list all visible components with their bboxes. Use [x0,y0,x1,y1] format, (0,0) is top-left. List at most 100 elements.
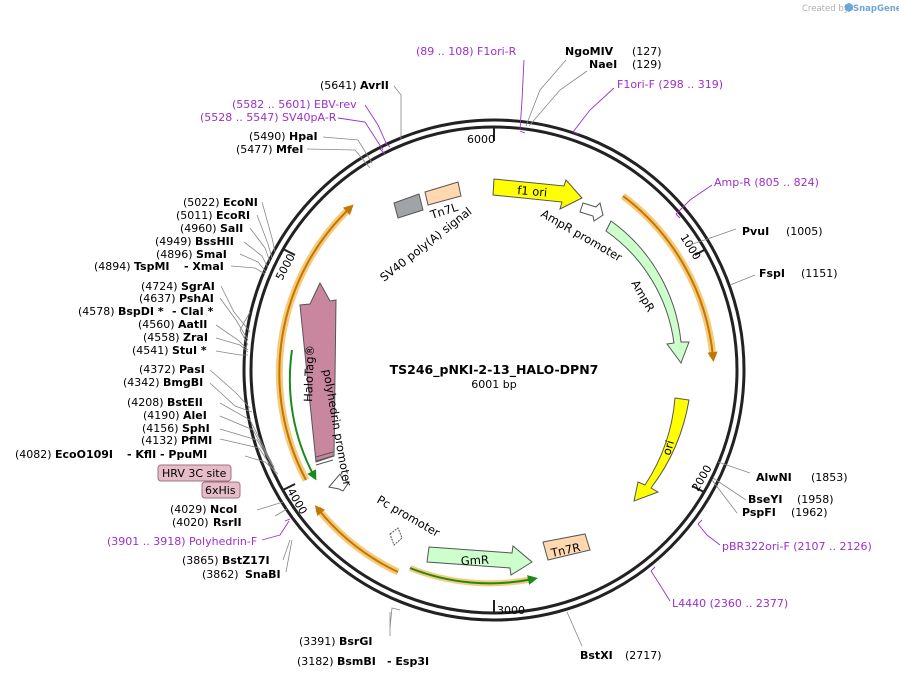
feature-halotag [299,281,337,463]
label-pc-promoter: Pc promoter [375,492,443,539]
site-29-name: BssHII [195,235,234,248]
site-33-pos: (5477) [236,143,273,156]
site-12-name: RsrII [213,516,242,529]
site-27-pos: (4894) [94,260,131,273]
tick-marks [282,127,707,613]
sites-right: NgoMIV (127) NaeI (129) PvuI (1005) FspI… [565,45,848,662]
site-13-name: NcoI [210,503,237,516]
tick-1000 [694,248,707,256]
site-21-pos: (4541) [132,344,169,357]
site-32-name: EcoNI [223,196,258,209]
site-13-pos: (4029) [170,503,207,516]
site-14-pos: (4082) [15,448,52,461]
site-7-name: BstXI [580,649,613,662]
site-16-pos: (4156) [142,422,179,435]
site-15-name: PflMI [181,434,212,447]
tick-5000 [282,248,296,256]
site-15-pos: (4132) [141,434,178,447]
feature-pc-promoter [389,527,403,546]
label-halotag: HaloTag® [301,345,317,402]
site-5-pos: (1958) [797,493,834,506]
orf-ampr [622,195,718,362]
feature-sv40-pa [393,193,424,219]
site-16-name: SphI [182,422,210,435]
site-12-pos: (4020) [172,516,209,529]
site-10-pos: (3862) [202,568,239,581]
site-9-name: BsrGI [339,635,372,648]
site-28-name: SmaI [196,248,227,261]
site-11-pos: (3865) [182,554,219,567]
orf-ampr-halo [620,193,717,358]
site-19-pos: (4342) [123,376,160,389]
primer-4: L4440 (2360 .. 2377) [672,597,788,610]
primer-1: F1ori-F (298 .. 319) [617,78,723,91]
primer-lines [261,59,721,602]
primer-labels: (89 .. 108) F1ori-R F1ori-F (298 .. 319)… [107,45,872,610]
site-1-pos: (129) [632,58,662,71]
site-3-name: FspI [759,267,785,280]
site-30-name: SalI [220,222,243,235]
tick-label-6000: 6000 [467,133,495,146]
site-0-name: NgoMIV [565,45,614,58]
his6-box [201,481,241,499]
site-25-pos: (4637) [139,292,176,305]
site-22-name: ZraI [183,331,208,344]
site-11-name: BstZ17I [222,554,270,567]
site-5-name: BseYI [748,493,782,506]
site-34-pos: (5490) [249,130,286,143]
site-26-name: SgrAI [181,280,215,293]
primer-5: (3901 .. 3918) Polyhedrin-F [107,535,257,548]
site-4-name: AlwNI [756,471,792,484]
label-gmr: GmR [460,553,489,568]
site-28-pos: (4896) [156,248,193,261]
features [299,178,690,576]
tick-label-5000: 5000 [273,252,298,283]
site-18-pos: (4208) [127,396,164,409]
primer-6: (5528 .. 5547) SV40pA-R [200,111,337,124]
label-his6: 6xHis [205,484,236,497]
site-27-name: TspMI [134,260,170,273]
site-26-pos: (4724) [141,280,178,293]
site-20-name: PasI [179,363,205,376]
tick-4000 [282,483,296,491]
site-9-pos: (3391) [299,635,336,648]
feature-gmr [426,545,533,576]
primer-3: pBR322ori-F (2107 .. 2126) [722,540,872,553]
site-35-name: AvrII [360,79,389,92]
site-31-pos: (5011) [176,209,213,222]
label-sv40-pa: SV40 poly(A) signal [377,204,474,284]
feature-ampr-promoter [579,202,604,222]
site-17-pos: (4190) [143,409,180,422]
site-35-pos: (5641) [320,79,357,92]
site-2-name: PvuI [742,225,769,238]
orf-gmr-green [409,567,538,585]
site-24-pos: (4578) [78,305,115,318]
watermark-brand: SnapGene [853,4,899,14]
site-1-name: NaeI [589,58,617,71]
site-14-extra: - KflI - PpuMI [127,448,207,461]
watermark-prefix: Created by [802,4,849,14]
site-2-pos: (1005) [786,225,823,238]
label-ori: ori [659,439,677,457]
site-25-name: PshAI [179,292,214,305]
site-3-pos: (1151) [801,267,838,280]
label-f1-ori: f1 ori [517,183,548,200]
site-33-name: MfeI [276,143,303,156]
feature-tn7r [542,533,591,561]
site-27-extra: - XmaI [184,260,224,273]
label-tn7r: Tn7R [549,540,582,560]
site-20-pos: (4372) [139,363,176,376]
site-18-name: BstEII [167,396,203,409]
feature-ori [633,397,690,502]
feature-ampr [605,220,690,365]
site-8-extra: - Esp3I [387,655,429,668]
site-8-pos: (3182) [297,655,334,668]
site-24-name: BspDI * [118,305,164,318]
orf-halotag [278,204,354,481]
site-34-name: HpaI [289,130,318,143]
backbone-outer [242,118,746,622]
site-29-pos: (4949) [155,235,192,248]
site-30-pos: (4960) [180,222,217,235]
map-length: 6001 bp [471,378,516,391]
